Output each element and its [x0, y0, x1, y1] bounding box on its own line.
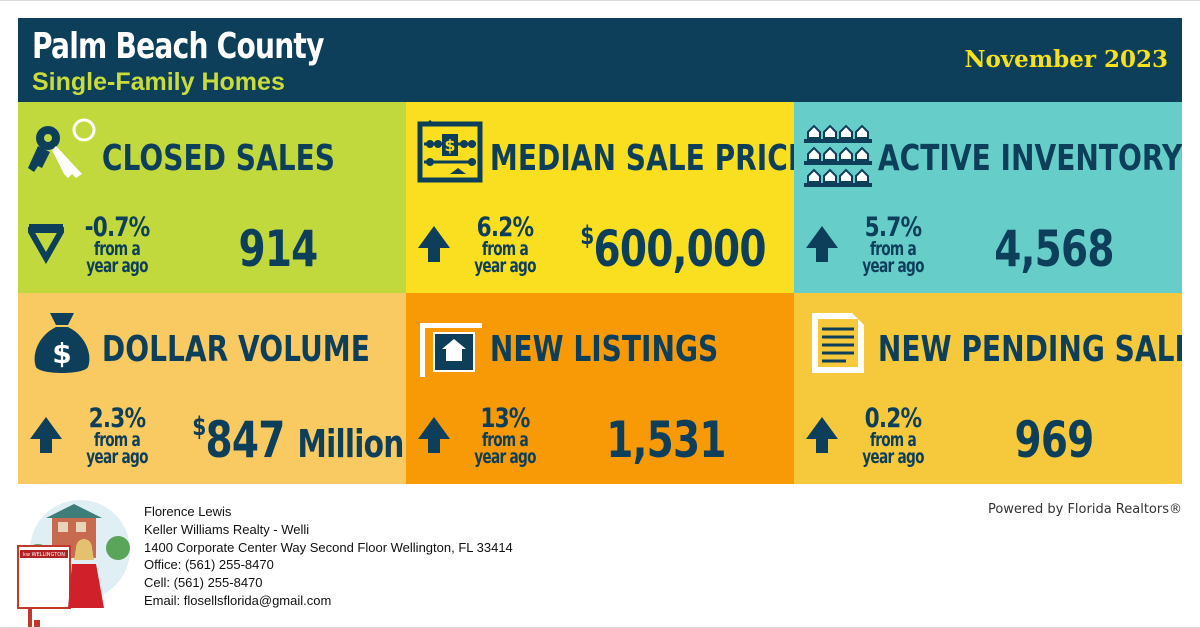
- metric-value-number: 600,000: [593, 220, 767, 278]
- houses-shelf-icon: [804, 124, 872, 187]
- metric-value-number: 4,568: [994, 220, 1114, 278]
- change-block: 5.7% from a year ago: [848, 212, 938, 278]
- metric-card-active-inventory: ACTIVE INVENTORY 5.7% from a year ago 4,…: [794, 102, 1182, 293]
- metric-label: MEDIAN SALE PRICE: [489, 138, 794, 179]
- up-arrow-icon: [806, 226, 838, 262]
- change-note: year ago: [474, 255, 536, 278]
- agent-contact-info: Florence Lewis Keller Williams Realty - …: [144, 503, 513, 610]
- metric-value: $847 Million: [192, 411, 404, 469]
- report-title: Palm Beach County: [32, 26, 324, 67]
- change-percent: 13%: [480, 403, 530, 434]
- change-note: year ago: [86, 446, 148, 469]
- document-icon: [812, 313, 864, 373]
- change-percent: 6.2%: [476, 212, 535, 243]
- metric-value: 1,531: [580, 411, 752, 469]
- metric-value: $600,000: [580, 220, 766, 278]
- metric-value: 4,568: [968, 220, 1140, 278]
- metric-value-number: 1,531: [606, 411, 726, 469]
- metric-label: ACTIVE INVENTORY: [877, 138, 1182, 179]
- agent-name: Florence Lewis: [144, 504, 232, 519]
- change-note: year ago: [86, 255, 148, 278]
- money-bag-icon: $: [34, 313, 90, 373]
- metric-label: NEW PENDING SALES: [877, 329, 1182, 370]
- change-percent: -0.7%: [84, 212, 151, 243]
- metric-card-dollar-volume: $ DOLLAR VOLUME 2.3% from a year ago $84…: [18, 293, 406, 484]
- agent-email[interactable]: Email: flosellsflorida@gmail.com: [144, 592, 332, 608]
- change-note: year ago: [862, 255, 924, 278]
- change-note: from a: [869, 429, 917, 451]
- change-note: from a: [93, 429, 141, 451]
- agent-photo: kw WELLINGTON: [17, 500, 130, 628]
- value-prefix: $: [580, 221, 594, 251]
- value-unit: Million: [297, 422, 404, 466]
- metric-label: DOLLAR VOLUME: [101, 329, 370, 370]
- metric-label: NEW LISTINGS: [489, 329, 719, 370]
- up-arrow-icon: [418, 417, 450, 453]
- change-block: -0.7% from a year ago: [72, 212, 162, 278]
- top-border: [0, 0, 1200, 1]
- metric-card-new-listings: NEW LISTINGS 13% from a year ago 1,531: [406, 293, 794, 484]
- metric-card-closed-sales: CLOSED SALES -0.7% from a year ago 914: [18, 102, 406, 293]
- change-note: year ago: [474, 446, 536, 469]
- down-arrow-icon: [28, 224, 64, 264]
- change-block: 2.3% from a year ago: [72, 403, 162, 469]
- change-block: 13% from a year ago: [460, 403, 550, 469]
- change-note: from a: [93, 238, 141, 260]
- agent-cell-phone[interactable]: Cell: (561) 255-8470: [144, 575, 263, 591]
- keys-icon: [28, 118, 96, 178]
- report-date: November 2023: [964, 46, 1168, 73]
- change-percent: 5.7%: [864, 212, 923, 243]
- up-arrow-icon: [806, 417, 838, 453]
- powered-by-credit: Powered by Florida Realtors®: [987, 502, 1182, 517]
- up-arrow-icon: [418, 226, 450, 262]
- svg-text:$: $: [444, 136, 455, 155]
- report-subtitle: Single-Family Homes: [32, 68, 285, 96]
- change-percent: 2.3%: [88, 403, 147, 434]
- agent-office-phone[interactable]: Office: (561) 255-8470: [144, 557, 274, 573]
- metric-value: 969: [968, 411, 1140, 469]
- metric-value-number: 914: [238, 220, 318, 278]
- sign-text: kw WELLINGTON: [23, 552, 65, 558]
- change-percent: 0.2%: [864, 403, 923, 434]
- report-header: Palm Beach County Single-Family Homes No…: [18, 18, 1182, 102]
- change-note: year ago: [862, 446, 924, 469]
- change-block: 0.2% from a year ago: [848, 403, 938, 469]
- metric-card-new-pending-sales: NEW PENDING SALES 0.2% from a year ago 9…: [794, 293, 1182, 484]
- metric-value-number: 969: [1014, 411, 1094, 469]
- up-arrow-icon: [30, 417, 62, 453]
- metric-label: CLOSED SALES: [101, 138, 336, 179]
- metric-value: 914: [192, 220, 364, 278]
- change-note: from a: [481, 238, 529, 260]
- agent-address: 1400 Corporate Center Way Second Floor W…: [144, 539, 513, 555]
- value-prefix: $: [192, 412, 206, 442]
- metric-card-median-sale-price: $ MEDIAN SALE PRICE 6.2% from a year ago…: [406, 102, 794, 293]
- svg-text:$: $: [52, 337, 71, 370]
- change-note: from a: [869, 238, 917, 260]
- change-note: from a: [481, 429, 529, 451]
- house-sign-icon: [420, 323, 482, 377]
- abacus-icon: $: [417, 120, 483, 183]
- metric-value-number: 847: [205, 411, 286, 469]
- agent-company: Keller Williams Realty - Welli: [144, 521, 310, 537]
- change-block: 6.2% from a year ago: [460, 212, 550, 278]
